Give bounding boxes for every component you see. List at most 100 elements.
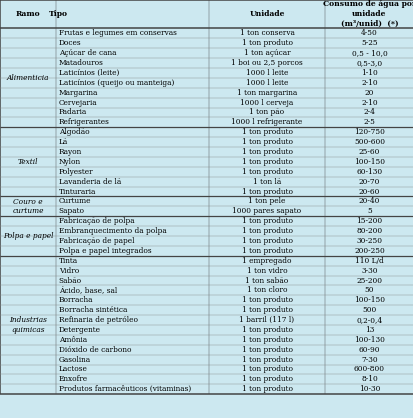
Text: 1 barril (117 l): 1 barril (117 l) xyxy=(239,316,294,324)
Text: 13: 13 xyxy=(364,326,373,334)
Text: Enxofre: Enxofre xyxy=(59,375,88,383)
Text: Açúcar de cana: Açúcar de cana xyxy=(59,49,116,57)
Text: 1 ton vidro: 1 ton vidro xyxy=(246,267,287,275)
Text: Rayon: Rayon xyxy=(59,148,82,156)
Text: 0,5 - 10,0: 0,5 - 10,0 xyxy=(351,49,387,57)
Text: 2-4: 2-4 xyxy=(363,108,375,117)
Text: Tinta: Tinta xyxy=(59,257,78,265)
Text: Gasolina: Gasolina xyxy=(59,356,91,364)
Text: Nylon: Nylon xyxy=(59,158,81,166)
Text: 110 L/d: 110 L/d xyxy=(354,257,383,265)
Text: Ácido, base, sal: Ácido, base, sal xyxy=(59,286,117,294)
Text: 1 ton produto: 1 ton produto xyxy=(241,188,292,196)
Text: 1 ton produto: 1 ton produto xyxy=(241,158,292,166)
Text: 1 ton produto: 1 ton produto xyxy=(241,306,292,314)
Text: 1 ton produto: 1 ton produto xyxy=(241,39,292,47)
Text: 1 ton produto: 1 ton produto xyxy=(241,346,292,354)
Text: 1-10: 1-10 xyxy=(360,69,377,77)
Text: Vidro: Vidro xyxy=(59,267,79,275)
Text: 3-30: 3-30 xyxy=(361,267,377,275)
Text: Fabricação de papel: Fabricação de papel xyxy=(59,237,134,245)
Text: Unidade: Unidade xyxy=(249,10,284,18)
Text: 1 ton produto: 1 ton produto xyxy=(241,128,292,136)
Text: Refrigerantes: Refrigerantes xyxy=(59,118,109,126)
Text: Dióxido de carbono: Dióxido de carbono xyxy=(59,346,131,354)
Text: 5: 5 xyxy=(366,207,371,215)
Text: 1 ton lã: 1 ton lã xyxy=(252,178,280,186)
Text: Curtume: Curtume xyxy=(59,197,91,205)
Text: 15-200: 15-200 xyxy=(356,217,382,225)
Text: 1 ton produto: 1 ton produto xyxy=(241,375,292,383)
Text: 1 ton produto: 1 ton produto xyxy=(241,227,292,235)
Text: Frutas e legumes em conservas: Frutas e legumes em conservas xyxy=(59,29,176,37)
Text: 8-10: 8-10 xyxy=(360,375,377,383)
Text: 1 ton produto: 1 ton produto xyxy=(241,168,292,176)
Text: Laticínios (leite): Laticínios (leite) xyxy=(59,69,119,77)
Text: 1 ton pele: 1 ton pele xyxy=(248,197,285,205)
Text: 80-200: 80-200 xyxy=(356,227,382,235)
Text: 60-130: 60-130 xyxy=(356,168,382,176)
Text: 1000 l leite: 1000 l leite xyxy=(245,69,287,77)
Text: 20-40: 20-40 xyxy=(358,197,379,205)
Text: Refinaria de petróleo: Refinaria de petróleo xyxy=(59,316,138,324)
Text: Doces: Doces xyxy=(59,39,81,47)
Text: 10-30: 10-30 xyxy=(358,385,379,393)
Text: 30-250: 30-250 xyxy=(356,237,382,245)
Text: 2-10: 2-10 xyxy=(360,79,377,87)
Text: 25-60: 25-60 xyxy=(358,148,379,156)
Text: Consumo de água por
unidade
(m³/unid)  (*): Consumo de água por unidade (m³/unid) (*… xyxy=(322,0,413,28)
Text: Lactose: Lactose xyxy=(59,365,88,373)
Text: 5-25: 5-25 xyxy=(360,39,377,47)
Text: 1 ton produto: 1 ton produto xyxy=(241,148,292,156)
Text: 60-90: 60-90 xyxy=(358,346,379,354)
Text: 4-50: 4-50 xyxy=(360,29,377,37)
Text: 1 ton produto: 1 ton produto xyxy=(241,138,292,146)
Text: 200-250: 200-250 xyxy=(353,247,384,255)
Text: 1 ton margarina: 1 ton margarina xyxy=(236,89,297,97)
Text: Polpa e papel integrados: Polpa e papel integrados xyxy=(59,247,151,255)
Text: Textil: Textil xyxy=(18,158,38,166)
Text: Laticínios (queijo ou manteiga): Laticínios (queijo ou manteiga) xyxy=(59,79,174,87)
Text: 1000 l cerveja: 1000 l cerveja xyxy=(240,99,293,107)
Text: Borracha sintética: Borracha sintética xyxy=(59,306,127,314)
Text: Ramo: Ramo xyxy=(16,10,40,18)
Text: Lavanderia de lã: Lavanderia de lã xyxy=(59,178,121,186)
Text: 1000 l refrigerante: 1000 l refrigerante xyxy=(231,118,302,126)
Text: Matadouros: Matadouros xyxy=(59,59,103,67)
Text: Lã: Lã xyxy=(59,138,68,146)
Text: 120-750: 120-750 xyxy=(353,128,384,136)
Text: 1 ton conserva: 1 ton conserva xyxy=(239,29,294,37)
Text: 500: 500 xyxy=(361,306,376,314)
Text: 50: 50 xyxy=(364,286,373,294)
Text: 1 ton produto: 1 ton produto xyxy=(241,336,292,344)
Text: 7-30: 7-30 xyxy=(360,356,377,364)
Text: 100-150: 100-150 xyxy=(353,296,384,304)
Text: 1 ton produto: 1 ton produto xyxy=(241,326,292,334)
Text: Sapato: Sapato xyxy=(59,207,85,215)
Text: Detergente: Detergente xyxy=(59,326,100,334)
Text: 1 ton produto: 1 ton produto xyxy=(241,237,292,245)
Text: Alimenticia: Alimenticia xyxy=(7,74,49,82)
Text: 20-70: 20-70 xyxy=(358,178,379,186)
Text: Tipo: Tipo xyxy=(49,10,68,18)
Text: Algodão: Algodão xyxy=(59,128,89,136)
Text: Polpa e papel: Polpa e papel xyxy=(3,232,53,240)
Text: 2-10: 2-10 xyxy=(360,99,377,107)
Text: 0,2-0,4: 0,2-0,4 xyxy=(356,316,382,324)
Text: 100-130: 100-130 xyxy=(353,336,384,344)
Text: Padaria: Padaria xyxy=(59,108,87,117)
Text: 500-600: 500-600 xyxy=(353,138,384,146)
Text: 1 ton produto: 1 ton produto xyxy=(241,296,292,304)
Text: Borracha: Borracha xyxy=(59,296,93,304)
Text: 2-5: 2-5 xyxy=(363,118,375,126)
Text: Amônia: Amônia xyxy=(59,336,87,344)
Text: Sabão: Sabão xyxy=(59,277,82,285)
Text: 1000 pares sapato: 1000 pares sapato xyxy=(232,207,301,215)
Text: Embranquecimento da polpa: Embranquecimento da polpa xyxy=(59,227,166,235)
Text: Tinturaria: Tinturaria xyxy=(59,188,96,196)
Text: 1 ton produto: 1 ton produto xyxy=(241,217,292,225)
Text: Produtos farmacêuticos (vitaminas): Produtos farmacêuticos (vitaminas) xyxy=(59,385,190,393)
Text: 1 ton açúcar: 1 ton açúcar xyxy=(243,49,290,57)
Text: 1 boi ou 2,5 porcos: 1 boi ou 2,5 porcos xyxy=(230,59,302,67)
Text: 1 ton produto: 1 ton produto xyxy=(241,385,292,393)
